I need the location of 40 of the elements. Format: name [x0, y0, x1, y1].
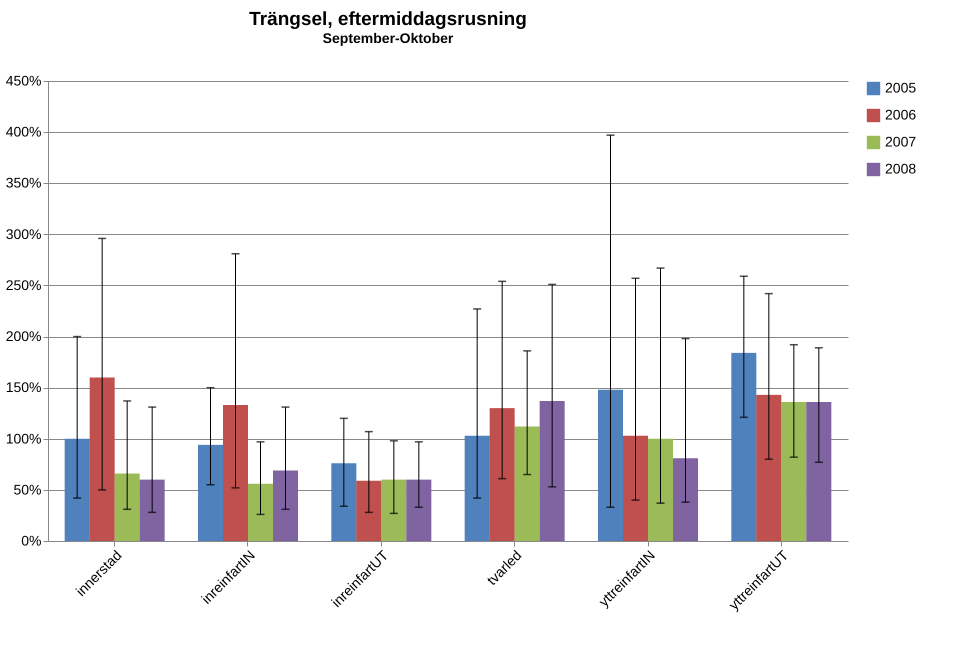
y-tick-label: 50%: [13, 481, 42, 498]
y-tick-label: 450%: [6, 72, 42, 88]
legend-label: 2005: [885, 80, 916, 96]
bar: [331, 463, 356, 541]
chart-title: Trängsel, eftermiddagsrusning: [249, 9, 527, 30]
y-tick-label: 100%: [6, 430, 42, 446]
bar: [64, 438, 90, 541]
y-tick-label: 300%: [6, 226, 42, 242]
bar: [731, 352, 756, 541]
y-tick-label: 250%: [6, 276, 42, 293]
bar: [114, 474, 140, 541]
y-tick-label: 150%: [6, 379, 42, 396]
bar: [223, 405, 248, 541]
bar: [490, 408, 515, 541]
legend-label: 2008: [885, 160, 916, 176]
y-tick-label: 350%: [6, 174, 42, 191]
bar: [781, 402, 806, 541]
bar: [198, 444, 223, 541]
bar: [273, 470, 298, 541]
bar: [514, 426, 540, 541]
bar: [756, 394, 782, 541]
bar: [90, 377, 115, 541]
bar: [623, 436, 648, 541]
y-tick-label: 200%: [6, 328, 42, 344]
legend-label: 2007: [885, 134, 916, 150]
bar: [381, 480, 406, 541]
y-tick-label: 400%: [6, 124, 42, 140]
bar: [356, 480, 382, 541]
bar: [806, 402, 832, 541]
bar: [248, 484, 273, 541]
bar: [464, 436, 490, 541]
bar: [598, 390, 623, 541]
bar: [406, 480, 432, 541]
bar: [648, 438, 673, 541]
bar: [540, 400, 565, 541]
bar: [140, 480, 165, 541]
chart-subtitle: September-Oktober: [322, 30, 454, 46]
bar: [673, 458, 698, 541]
legend-label: 2006: [885, 106, 916, 122]
y-tick-label: 0%: [21, 532, 42, 548]
